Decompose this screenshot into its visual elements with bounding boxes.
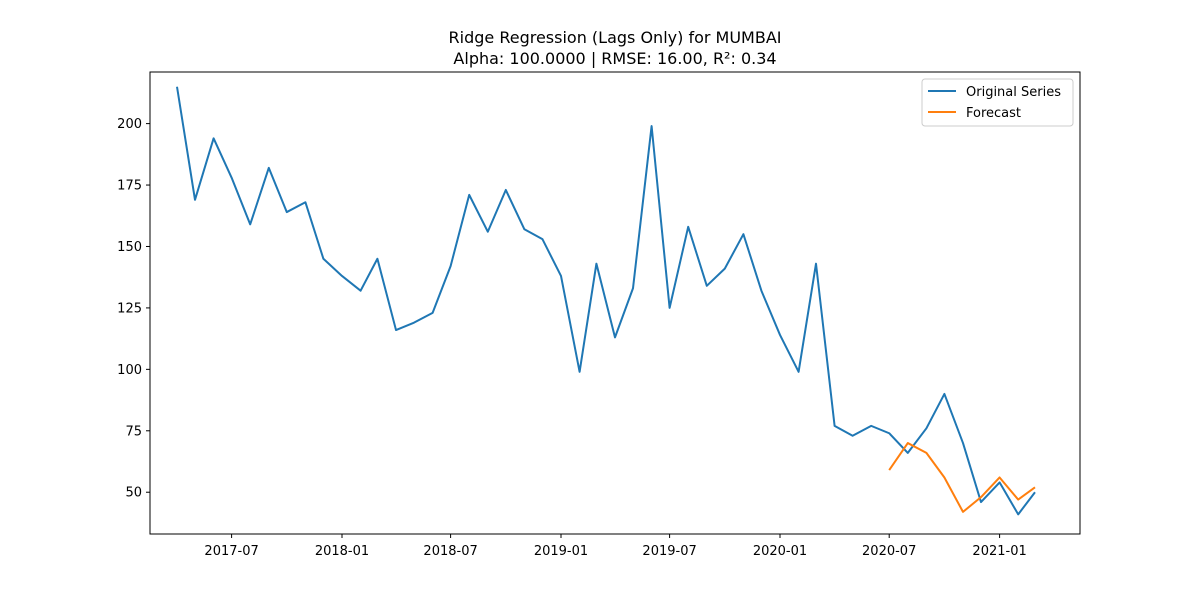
y-tick-label: 50 <box>125 486 142 501</box>
y-tick-label: 125 <box>117 301 142 316</box>
x-tick-label: 2018-07 <box>423 544 477 559</box>
x-tick-label: 2021-01 <box>972 544 1026 559</box>
chart-subtitle: Alpha: 100.0000 | RMSE: 16.00, R²: 0.34 <box>453 49 776 68</box>
legend-label: Original Series <box>966 85 1061 100</box>
axes: 2017-07 2018-01 2018-07 2019-01 2019-07 2020-… <box>117 71 1081 559</box>
x-tick-label: 2017-07 <box>204 544 258 559</box>
series-line-original <box>176 86 1036 516</box>
x-tick-label: 2019-01 <box>534 544 588 559</box>
legend-box <box>921 78 1074 127</box>
y-tick-label: 100 <box>117 363 142 378</box>
y-tick-label: 75 <box>125 424 142 439</box>
legend: Original Series Forecast <box>921 78 1074 127</box>
plot-area <box>176 86 1036 516</box>
chart-title: Ridge Regression (Lags Only) for MUMBAI <box>449 28 782 47</box>
x-tick-label: 2020-01 <box>753 544 807 559</box>
y-tick-label: 150 <box>117 240 142 255</box>
axes-frame <box>149 71 1081 535</box>
legend-label: Forecast <box>966 106 1021 121</box>
x-tick-label: 2018-01 <box>315 544 369 559</box>
series-line-forecast <box>888 442 1036 513</box>
y-tick-label: 175 <box>117 179 142 194</box>
x-tick-label: 2019-07 <box>642 544 696 559</box>
y-tick-label: 200 <box>117 117 142 132</box>
x-tick-label: 2020-07 <box>862 544 916 559</box>
